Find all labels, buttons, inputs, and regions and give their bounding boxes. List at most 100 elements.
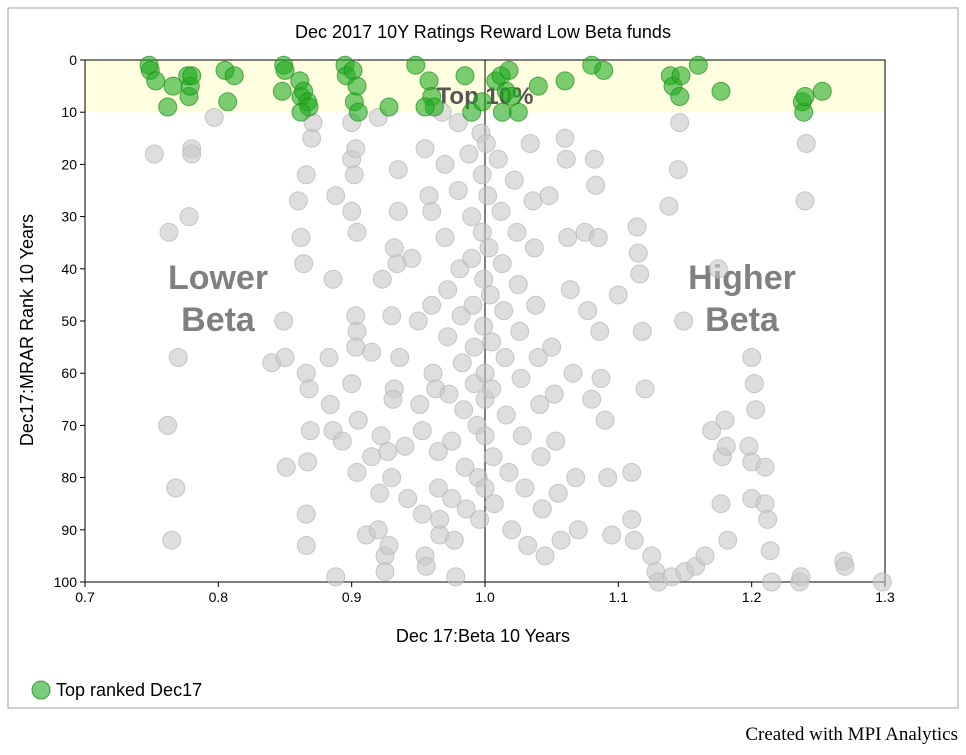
top-ranked-points [139, 55, 832, 122]
top-ranked-point [508, 102, 528, 122]
other-fund-point [438, 327, 458, 347]
other-fund-point [475, 426, 495, 446]
other-fund-point [624, 530, 644, 550]
other-fund-point [439, 384, 459, 404]
top-ranked-point [711, 81, 731, 101]
other-fund-point [464, 337, 484, 357]
other-fund-point [520, 134, 540, 153]
other-fund-point [531, 447, 551, 467]
y-tick-label: 30 [61, 209, 77, 225]
other-fund-point [482, 332, 502, 352]
other-fund-point [496, 405, 516, 425]
other-fund-point [512, 426, 532, 446]
higher-beta-label-line1: Higher [688, 259, 796, 297]
other-fund-point [495, 348, 515, 367]
other-fund-point [442, 431, 462, 451]
other-fund-point [410, 395, 430, 414]
other-fund-point [300, 421, 320, 441]
top-ranked-point [275, 60, 295, 80]
other-fund-point [476, 134, 496, 153]
other-fund-point [627, 217, 647, 237]
other-fund-point [275, 348, 295, 367]
other-fund-point [472, 165, 492, 185]
other-fund-point [632, 321, 652, 341]
other-fund-point [746, 400, 766, 420]
top-ranked-point [472, 92, 492, 112]
y-tick-label: 20 [61, 156, 77, 172]
other-fund-point [416, 556, 436, 576]
y-tick-label: 100 [54, 574, 78, 590]
axis-ticks: 0.7 0.8 0.9 1.0 1.1 1.2 1.3 0 10 20 30 40 50 60 70 80 90… [54, 52, 895, 605]
other-fund-point [346, 337, 366, 357]
x-tick-label: 1.2 [742, 589, 762, 605]
other-fund-point [462, 207, 482, 227]
top-ranked-point [795, 87, 815, 106]
x-axis-label: Dec 17:Beta 10 Years [396, 626, 570, 646]
y-tick-label: 90 [61, 522, 77, 538]
y-tick-label: 80 [61, 470, 77, 486]
top-ranked-point [218, 92, 238, 112]
other-fund-point [428, 442, 448, 461]
other-fund-point [408, 311, 428, 331]
other-fund-point [422, 201, 442, 221]
legend-label: Top ranked Dec17 [56, 680, 202, 700]
other-fund-point [595, 410, 615, 430]
other-fund-point [299, 379, 319, 399]
top-ranked-point [146, 71, 166, 91]
other-fund-point [590, 321, 610, 341]
other-fund-point [382, 306, 402, 326]
other-fund-point [419, 186, 439, 206]
other-fund-point [602, 525, 622, 545]
other-fund-point [462, 248, 482, 268]
top-ranked-point [182, 66, 202, 86]
chart-title: Dec 2017 10Y Ratings Reward Low Beta fun… [295, 22, 671, 42]
other-fund-point [711, 494, 731, 514]
top-ranked-point [348, 102, 368, 122]
other-fund-point [448, 181, 468, 200]
other-fund-point [444, 530, 464, 550]
y-tick-label: 60 [61, 365, 77, 381]
x-tick-label: 1.1 [609, 589, 629, 605]
other-fund-point [482, 379, 502, 399]
other-fund-point [347, 222, 367, 242]
top-ranked-point [812, 81, 832, 101]
other-fund-point [483, 447, 503, 467]
other-fund-point [563, 363, 583, 383]
other-fund-point [368, 520, 388, 540]
other-fund-point [718, 530, 738, 550]
other-fund-point [332, 431, 352, 451]
other-fund-point [435, 228, 455, 247]
other-fund-point [463, 295, 483, 315]
other-fund-point [276, 457, 296, 477]
top-ranked-point [555, 71, 575, 91]
other-fund-point [296, 536, 316, 555]
other-fund-point [435, 154, 455, 174]
other-fund-point [584, 149, 604, 169]
other-fund-point [326, 567, 346, 587]
other-fund-point [502, 520, 522, 540]
other-fund-point [423, 363, 443, 383]
other-fund-point [384, 238, 404, 258]
other-fund-point [566, 468, 586, 488]
other-fund-point [378, 442, 398, 461]
other-fund-point [474, 316, 494, 336]
other-fund-point [323, 269, 343, 289]
other-fund-point [492, 254, 512, 274]
other-fund-point [760, 541, 780, 561]
other-fund-point [166, 478, 186, 498]
other-fund-point [456, 499, 476, 519]
other-fund-point [558, 228, 578, 247]
other-fund-point [532, 499, 552, 519]
other-fund-point [578, 301, 598, 321]
other-fund-point [475, 478, 495, 498]
other-fund-point [450, 259, 470, 279]
top-ranked-point [455, 66, 475, 86]
other-fund-point [452, 353, 472, 373]
top-ranked-point [419, 71, 439, 91]
other-fund-point [528, 348, 548, 367]
other-fund-point [504, 170, 524, 190]
other-fund-point [742, 348, 762, 367]
other-fund-point [791, 567, 811, 587]
top-ranked-point [347, 76, 367, 96]
